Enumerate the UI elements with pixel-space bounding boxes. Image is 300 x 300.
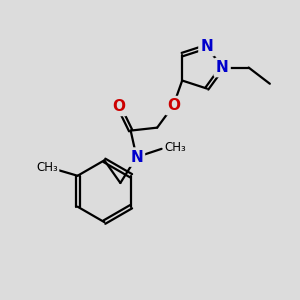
Text: CH₃: CH₃ xyxy=(36,161,58,174)
Text: O: O xyxy=(112,99,125,114)
Text: N: N xyxy=(130,150,143,165)
Text: N: N xyxy=(200,39,213,54)
Text: CH₃: CH₃ xyxy=(164,141,186,154)
Text: O: O xyxy=(167,98,180,113)
Text: N: N xyxy=(216,60,229,75)
